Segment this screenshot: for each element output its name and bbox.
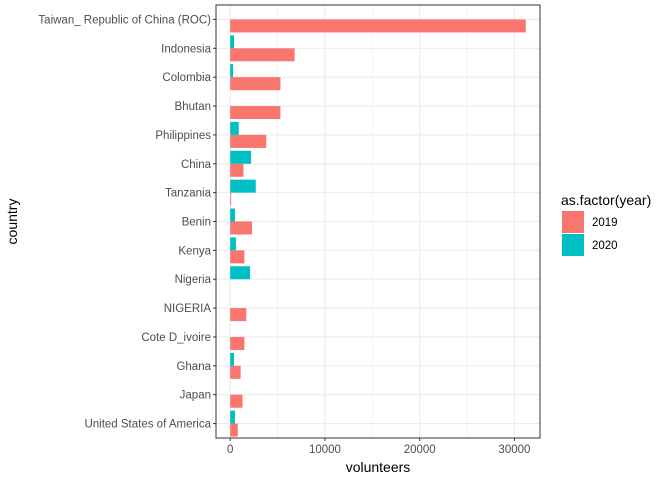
legend-key-2019 (562, 211, 584, 233)
y-tick-label: Japan (180, 390, 211, 402)
x-axis-title: volunteers (346, 459, 411, 475)
bar-2020 (230, 64, 234, 78)
bar-2020 (230, 237, 236, 251)
legend-title: as.factor(year) (561, 192, 651, 208)
bar-2019 (230, 250, 245, 264)
legend: as.factor(year) 2019 2020 (561, 192, 651, 256)
x-tick-label: 0 (227, 444, 233, 456)
y-tick-label: Bhutan (175, 101, 211, 113)
x-tick-label: 20000 (404, 444, 436, 456)
y-tick-label: Nigeria (175, 274, 212, 286)
y-axis-title: country (4, 199, 20, 245)
bar-2019 (230, 48, 295, 62)
bar-2019 (230, 336, 245, 350)
bar-2019 (230, 308, 247, 322)
y-tick-label: China (181, 159, 212, 171)
legend-label: 2019 (592, 217, 618, 229)
bar-2020 (230, 352, 234, 366)
y-tick-label: NIGERIA (164, 303, 212, 315)
y-tick-label: Taiwan_ Republic of China (ROC) (38, 14, 211, 26)
bar-2020 (230, 150, 252, 164)
bar-2020 (230, 266, 251, 280)
bar-2019 (230, 106, 281, 120)
bar-2019 (230, 77, 281, 91)
bar-2020 (230, 35, 234, 49)
x-tick-label: 10000 (309, 444, 341, 456)
x-tick-label: 30000 (498, 444, 530, 456)
bar-2019 (230, 134, 267, 148)
bar-2019 (230, 192, 232, 206)
y-tick-label: Kenya (178, 245, 211, 257)
bar-2020 (230, 121, 239, 135)
y-tick-label: Tanzania (165, 188, 212, 200)
y-tick-label: Philippines (155, 130, 211, 142)
bar-2020 (230, 208, 235, 222)
bar-2019 (230, 423, 238, 437)
bar-2020 (230, 410, 235, 424)
bar-2019 (230, 19, 526, 33)
legend-key-2020 (562, 234, 584, 256)
bar-2019 (230, 163, 244, 177)
legend-label: 2020 (592, 240, 618, 252)
y-tick-label: Benin (182, 217, 211, 229)
y-tick-label: Indonesia (161, 43, 211, 55)
x-axis: 0 10000 20000 30000 (227, 438, 530, 456)
bar-2020 (230, 179, 256, 193)
y-tick-label: Colombia (162, 72, 211, 84)
y-axis: Taiwan_ Republic of China (ROC) Indonesia… (38, 14, 216, 431)
bar-2019 (230, 365, 241, 379)
y-tick-label: United States of America (84, 419, 211, 431)
bars (230, 19, 526, 437)
bar-2019 (230, 221, 252, 235)
y-tick-label: Cote D_ivoire (141, 332, 211, 344)
bar-2019 (230, 394, 243, 408)
y-tick-label: Ghana (176, 361, 211, 373)
